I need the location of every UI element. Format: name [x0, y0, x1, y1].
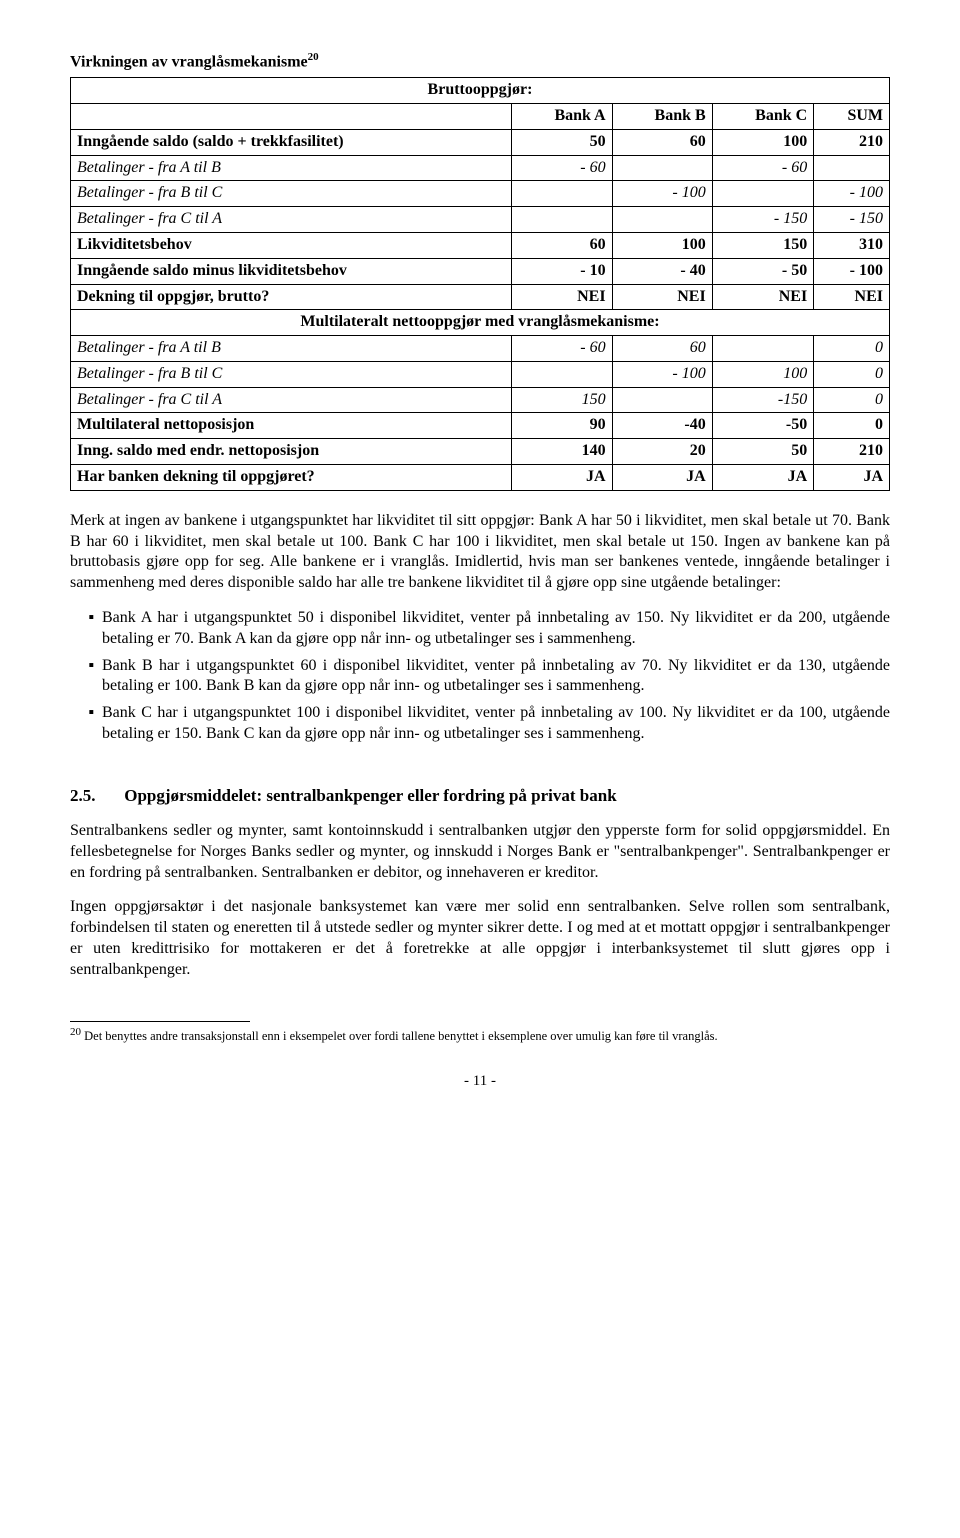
- table-cell: 100: [712, 129, 814, 155]
- table-cell: 90: [512, 413, 612, 439]
- table-row-label: Inngående saldo (saldo + trekkfasilitet): [71, 129, 512, 155]
- table-cell: NEI: [712, 284, 814, 310]
- table-cell: NEI: [612, 284, 712, 310]
- table-cell: 60: [612, 129, 712, 155]
- table-row-label: Betalinger - fra B til C: [71, 361, 512, 387]
- table-column-header: Bank C: [712, 103, 814, 129]
- table-cell: [814, 155, 890, 181]
- table-cell: 150: [712, 232, 814, 258]
- table-row-label: Betalinger - fra C til A: [71, 387, 512, 413]
- table-cell: NEI: [814, 284, 890, 310]
- table-column-header: SUM: [814, 103, 890, 129]
- table-cell: JA: [512, 465, 612, 491]
- table-title-sup: 20: [308, 51, 319, 63]
- settlement-table: Bruttooppgjør:Bank ABank BBank CSUM Inngå…: [70, 77, 890, 491]
- table-cell: - 60: [512, 336, 612, 362]
- table-cell: [512, 181, 612, 207]
- table-column-header: Bank B: [612, 103, 712, 129]
- paragraph-3: Ingen oppgjørsaktør i det nasjonale bank…: [70, 897, 890, 980]
- list-item: Bank B har i utgangspunktet 60 i disponi…: [102, 656, 890, 698]
- table-cell: 310: [814, 232, 890, 258]
- table-cell: [712, 181, 814, 207]
- bullet-list: Bank A har i utgangspunktet 50 i disponi…: [70, 608, 890, 745]
- list-item: Bank A har i utgangspunktet 50 i disponi…: [102, 608, 890, 650]
- table-cell: - 150: [712, 207, 814, 233]
- table-cell: 0: [814, 336, 890, 362]
- table-cell: - 60: [512, 155, 612, 181]
- table-row-label: Betalinger - fra A til B: [71, 336, 512, 362]
- table-cell: 60: [512, 232, 612, 258]
- table-cell: - 100: [814, 181, 890, 207]
- section-heading: 2.5. Oppgjørsmiddelet: sentralbankpenger…: [70, 785, 890, 807]
- list-item: Bank C har i utgangspunktet 100 i dispon…: [102, 703, 890, 745]
- table-cell: 100: [612, 232, 712, 258]
- table-column-header: Bank A: [512, 103, 612, 129]
- table-cell: JA: [814, 465, 890, 491]
- table-row-label: Inng. saldo med endr. nettoposisjon: [71, 439, 512, 465]
- table-cell: [712, 336, 814, 362]
- footnote-text: Det benyttes andre transaksjonstall enn …: [81, 1029, 718, 1043]
- table-cell: -40: [612, 413, 712, 439]
- table-cell: - 100: [612, 181, 712, 207]
- table-row-label: Multilateral nettoposisjon: [71, 413, 512, 439]
- table-cell: 140: [512, 439, 612, 465]
- table-cell: 50: [512, 129, 612, 155]
- table-cell: 210: [814, 439, 890, 465]
- paragraph-1: Merk at ingen av bankene i utgangspunkte…: [70, 511, 890, 594]
- table-cell: 150: [512, 387, 612, 413]
- table-cell: 0: [814, 361, 890, 387]
- table-row-label: Inngående saldo minus likviditetsbehov: [71, 258, 512, 284]
- table-cell: NEI: [512, 284, 612, 310]
- table-title: Virkningen av vranglåsmekanisme20: [70, 50, 890, 73]
- table-title-text: Virkningen av vranglåsmekanisme: [70, 53, 308, 70]
- table-cell: - 150: [814, 207, 890, 233]
- table-section-header: Multilateralt nettooppgjør med vranglåsm…: [71, 310, 890, 336]
- table-cell: JA: [712, 465, 814, 491]
- table-cell: 60: [612, 336, 712, 362]
- table-cell: [612, 155, 712, 181]
- table-cell: - 10: [512, 258, 612, 284]
- table-header-blank: [71, 103, 512, 129]
- table-cell: - 100: [612, 361, 712, 387]
- table-section-header: Bruttooppgjør:: [71, 78, 890, 104]
- table-row-label: Likviditetsbehov: [71, 232, 512, 258]
- section-number: 2.5.: [70, 785, 120, 807]
- table-cell: 100: [712, 361, 814, 387]
- table-cell: JA: [612, 465, 712, 491]
- table-cell: [612, 207, 712, 233]
- table-row-label: Har banken dekning til oppgjøret?: [71, 465, 512, 491]
- paragraph-2: Sentralbankens sedler og mynter, samt ko…: [70, 821, 890, 883]
- footnote-separator: [70, 1021, 250, 1022]
- footnote: 20 Det benyttes andre transaksjonstall e…: [70, 1026, 890, 1045]
- table-cell: - 50: [712, 258, 814, 284]
- footnote-number: 20: [70, 1026, 81, 1038]
- table-cell: [512, 361, 612, 387]
- table-row-label: Dekning til oppgjør, brutto?: [71, 284, 512, 310]
- table-cell: 0: [814, 413, 890, 439]
- table-cell: 0: [814, 387, 890, 413]
- table-cell: [512, 207, 612, 233]
- table-cell: -150: [712, 387, 814, 413]
- table-cell: - 100: [814, 258, 890, 284]
- table-row-label: Betalinger - fra A til B: [71, 155, 512, 181]
- table-cell: -50: [712, 413, 814, 439]
- table-cell: 50: [712, 439, 814, 465]
- table-row-label: Betalinger - fra B til C: [71, 181, 512, 207]
- table-cell: 210: [814, 129, 890, 155]
- table-cell: - 40: [612, 258, 712, 284]
- section-title: Oppgjørsmiddelet: sentralbankpenger elle…: [124, 786, 616, 805]
- table-cell: - 60: [712, 155, 814, 181]
- table-cell: 20: [612, 439, 712, 465]
- page-number: - 11 -: [70, 1072, 890, 1092]
- table-row-label: Betalinger - fra C til A: [71, 207, 512, 233]
- table-cell: [612, 387, 712, 413]
